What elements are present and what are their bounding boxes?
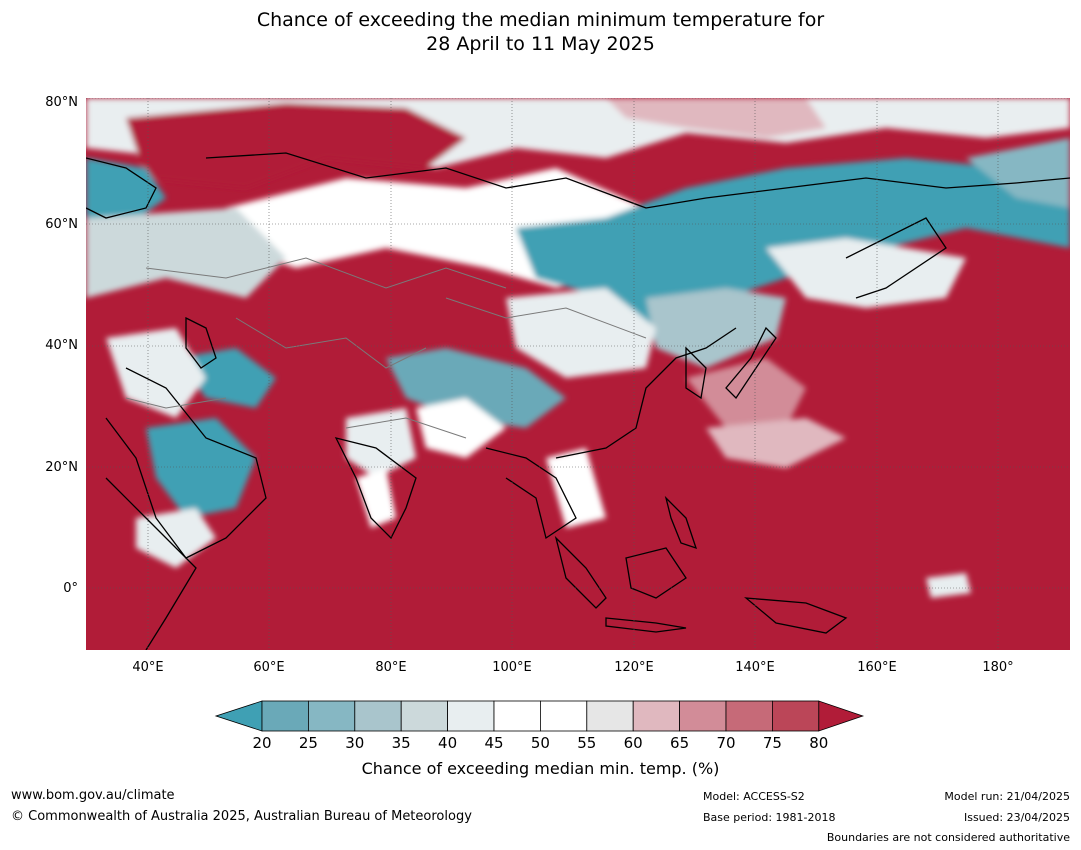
website-link[interactable]: www.bom.gov.au/climate: [11, 788, 175, 803]
patch-nw-red: [126, 103, 466, 188]
colorbar-segment: [447, 700, 495, 732]
map-title: Chance of exceeding the median minimum t…: [0, 8, 1081, 56]
lat-label-40: 40°N: [45, 338, 78, 353]
border-russia-kazakhstan: [145, 257, 507, 289]
colorbar-tick-label: 60: [624, 734, 643, 752]
coastline-arctic: [205, 152, 1070, 209]
coastline-india: [334, 437, 417, 540]
lon-label-180: 180°: [982, 660, 1014, 675]
model-run-date: Model run: 21/04/2025: [944, 790, 1070, 803]
lon-label-40e: 40°E: [132, 660, 164, 675]
colorbar-tick-label: 70: [716, 734, 735, 752]
issued-date: Issued: 23/04/2025: [963, 811, 1070, 824]
colorbar-segment: [725, 700, 773, 732]
colorbar-segment: [632, 700, 681, 732]
patch-tibet-white: [416, 398, 506, 458]
lon-label-80e: 80°E: [375, 660, 407, 675]
patch-sea-white: [546, 448, 606, 528]
patch-mongolia-white: [506, 288, 656, 378]
coastline-caspian: [185, 316, 217, 369]
colorbar-segment: [493, 700, 541, 732]
colorbar-tick-labels: 20 25 30 35 40 45 50 55 60 65 70 75 80: [252, 734, 828, 752]
lon-label-60e: 60°E: [253, 660, 285, 675]
border-china-mongolia: [445, 297, 647, 339]
patch-pacific-spot-2: [706, 418, 846, 468]
patch-scandinavia-teal: [86, 158, 166, 228]
field-patches: [86, 98, 1070, 598]
colorbar-tick-label: 35: [392, 734, 411, 752]
coastline-korea: [685, 346, 707, 400]
colorbar-segment: [772, 700, 820, 732]
colorbar-tick-label: 40: [438, 734, 457, 752]
probability-map: [86, 98, 1070, 650]
lat-label-0: 0°: [63, 581, 78, 596]
base-period: Base period: 1981-2018: [703, 811, 836, 824]
patch-far-east-white: [766, 238, 966, 308]
model-name: Model: ACCESS-S2: [703, 790, 805, 803]
lat-label-80: 80°N: [45, 95, 78, 110]
coastline-china: [555, 327, 737, 459]
colorbar-segment: [307, 700, 356, 732]
lon-label-100e: 100°E: [492, 660, 532, 675]
patch-caspian-teal: [176, 348, 276, 408]
colorbar-tick-label: 50: [531, 734, 550, 752]
patch-india-white: [356, 468, 396, 528]
lat-label-20: 20°N: [45, 460, 78, 475]
colorbar-tick-label: 80: [809, 734, 828, 752]
patch-japan-light: [686, 358, 806, 428]
coastline-arabia: [105, 367, 267, 559]
colorbar-segment: [354, 700, 402, 732]
title-line-1: Chance of exceeding the median minimum t…: [256, 9, 825, 31]
colorbar-tick-label: 65: [670, 734, 689, 752]
colorbar-tick-label: 75: [763, 734, 782, 752]
coastline-africa-horn: [105, 477, 197, 650]
colorbar-segment: [400, 700, 449, 732]
colorbar-segment: [586, 700, 634, 732]
lon-label-140e: 140°E: [735, 660, 775, 675]
country-borders: [125, 257, 647, 439]
lat-label-60: 60°N: [45, 217, 78, 232]
border-middle-east: [125, 397, 227, 409]
border-central-asia: [235, 317, 427, 369]
title-line-2: 28 April to 11 May 2025: [426, 33, 655, 55]
coastline-kamchatka: [845, 217, 947, 299]
patch-east-siberia-light: [646, 288, 786, 368]
coastline-se-asia: [485, 447, 577, 540]
patch-middle-east-white: [106, 328, 206, 418]
border-india-china: [345, 417, 467, 439]
colorbar-low-extension: [214, 700, 263, 732]
coastline-philippines: [664, 495, 698, 550]
colorbar-segment: [679, 700, 727, 732]
lon-label-120e: 120°E: [614, 660, 654, 675]
boundaries-note: Boundaries are not considered authoritat…: [826, 831, 1070, 844]
colorbar-tick-label: 20: [252, 734, 271, 752]
colorbar-label: Chance of exceeding median min. temp. (%…: [361, 759, 720, 778]
colorbar: 20 25 30 35 40 45 50 55 60 65 70 75 80: [214, 700, 865, 752]
coastline-java: [605, 617, 687, 633]
colorbar-tick-label: 55: [577, 734, 596, 752]
copyright-text: © Commonwealth of Australia 2025, Austra…: [11, 809, 472, 824]
graticule: [86, 98, 1070, 650]
colorbar-tick-label: 25: [299, 734, 318, 752]
coastline-new-guinea: [744, 597, 848, 634]
patch-ne-teal: [966, 138, 1070, 208]
coastline-scandinavia: [86, 157, 157, 219]
patch-arctic-pink: [606, 98, 826, 138]
colorbar-tick-label: 45: [484, 734, 503, 752]
coastline-japan: [725, 326, 777, 400]
colorbar-segment: [540, 700, 588, 732]
colorbar-tick-label: 30: [345, 734, 364, 752]
lon-label-160e: 160°E: [857, 660, 897, 675]
colorbar-segment: [261, 700, 309, 732]
patch-arabia-teal: [146, 418, 256, 518]
patch-pacific-spot-1: [926, 573, 971, 598]
colorbar-segments: [214, 700, 865, 732]
colorbar-high-extension: [818, 700, 865, 732]
coastline-sumatra: [554, 535, 607, 609]
coastlines: [86, 152, 1070, 650]
